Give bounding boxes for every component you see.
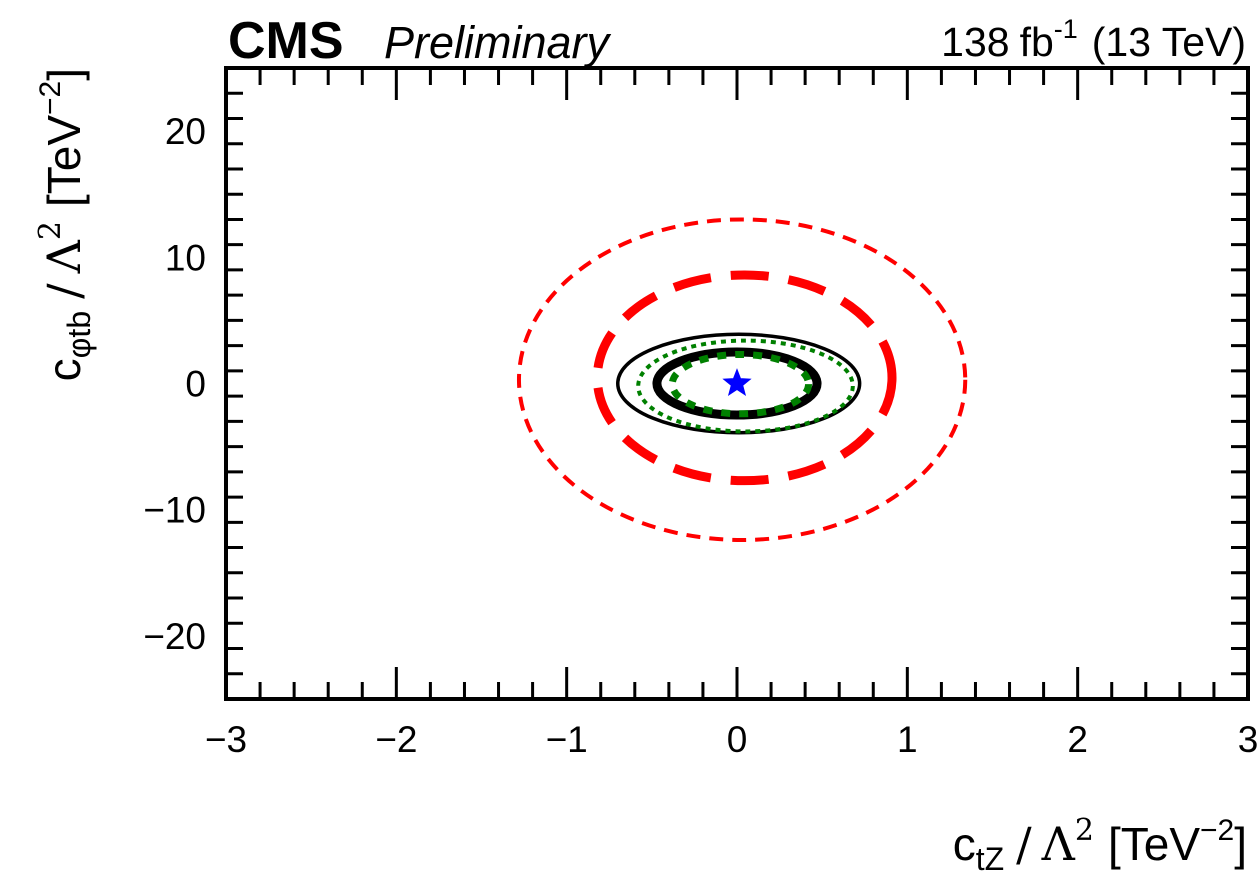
contour-dashed-thin	[516, 217, 968, 542]
x-tick-label: 1	[897, 719, 918, 760]
contour-dashed-thick	[592, 270, 897, 486]
y-tick-label: 20	[165, 111, 206, 152]
y-tick-labels: −20 −10 0 10 20	[143, 111, 206, 657]
contour-dotted-thin	[636, 338, 855, 434]
contour-dotted-thick	[668, 350, 813, 418]
y-tick-label: −10	[143, 490, 206, 531]
best-fit-star	[722, 368, 752, 396]
x-tick-label: 2	[1067, 719, 1088, 760]
cms-label: CMS	[228, 12, 344, 70]
x-axis-label: ctZ / Λ2 [TeV−2]	[953, 813, 1247, 877]
y-axis-label: cφtb/Λ2[TeV−2]	[33, 68, 97, 381]
preliminary-label: Preliminary	[384, 17, 612, 68]
x-tick-labels: −3 −2 −1 0 1 2 3	[205, 719, 1258, 760]
x-tick-label: 3	[1238, 719, 1259, 760]
lumi-label: 138 fb-1 (13 TeV)	[941, 14, 1246, 65]
contours	[516, 217, 968, 542]
y-tick-label: −20	[143, 616, 206, 657]
axis-ticks	[224, 66, 1250, 701]
x-tick-label: −2	[375, 719, 417, 760]
y-tick-label: 0	[185, 364, 206, 405]
y-tick-label: 10	[165, 237, 206, 278]
x-tick-label: −3	[205, 719, 247, 760]
x-tick-label: 0	[727, 719, 748, 760]
x-tick-label: −1	[546, 719, 588, 760]
